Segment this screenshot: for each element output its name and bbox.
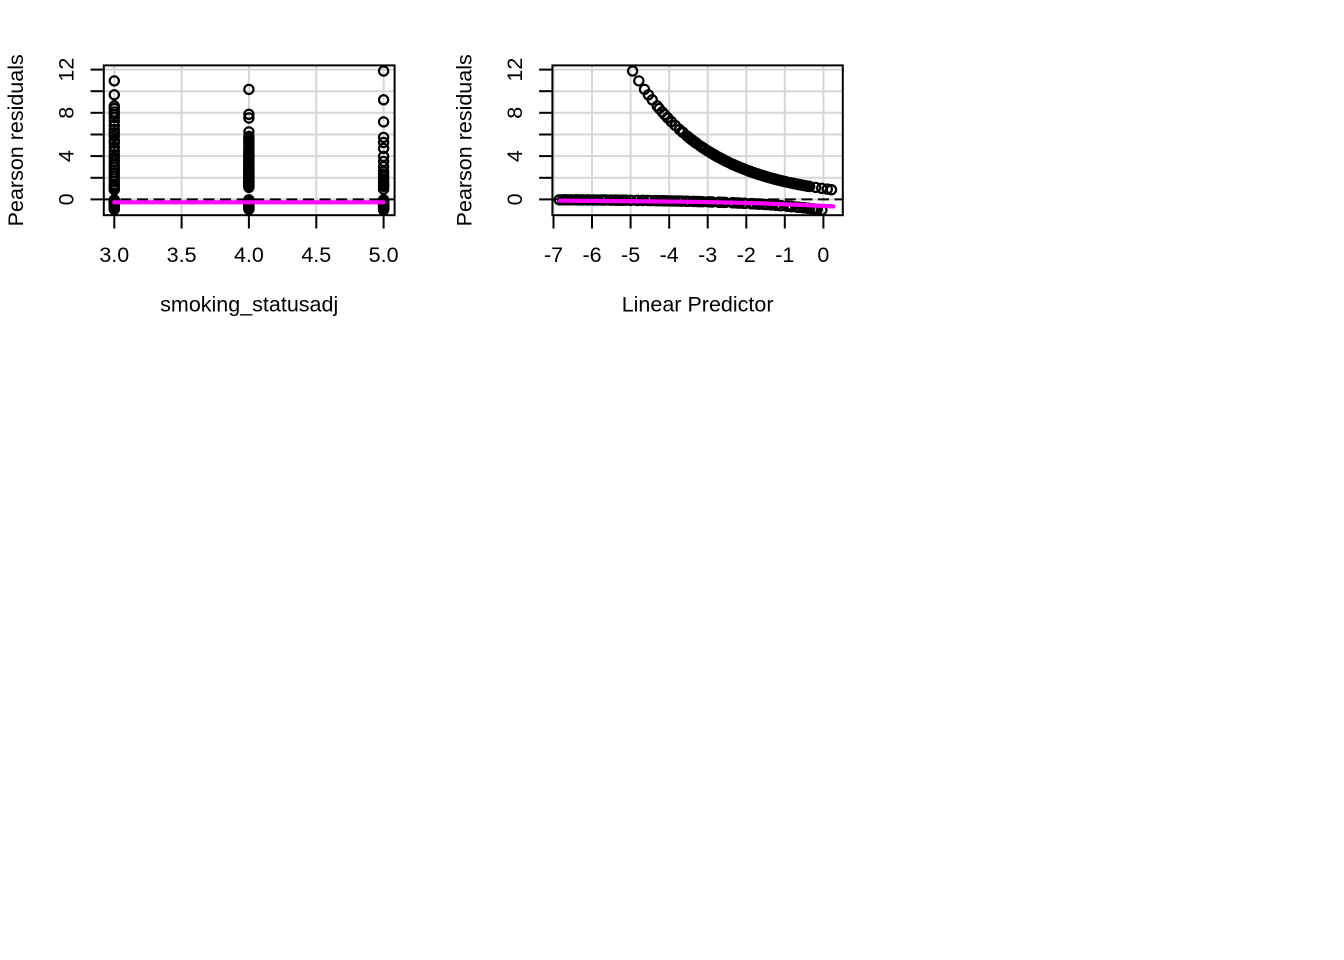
svg-text:Linear Predictor: Linear Predictor — [622, 293, 774, 317]
svg-text:4.0: 4.0 — [234, 243, 264, 267]
svg-text:8: 8 — [503, 107, 527, 119]
svg-text:4.5: 4.5 — [301, 243, 331, 267]
svg-text:Pearson residuals: Pearson residuals — [4, 54, 28, 226]
svg-text:-5: -5 — [621, 243, 640, 267]
svg-text:5.0: 5.0 — [369, 243, 399, 267]
svg-text:-6: -6 — [582, 243, 601, 267]
svg-text:-4: -4 — [660, 243, 679, 267]
svg-text:Pearson residuals: Pearson residuals — [452, 54, 476, 226]
svg-text:8: 8 — [55, 107, 79, 119]
svg-text:-7: -7 — [544, 243, 563, 267]
svg-text:4: 4 — [55, 150, 79, 162]
svg-text:-1: -1 — [775, 243, 794, 267]
svg-text:12: 12 — [55, 58, 79, 82]
svg-text:-3: -3 — [698, 243, 717, 267]
svg-text:-2: -2 — [737, 243, 756, 267]
svg-text:3.5: 3.5 — [167, 243, 197, 267]
svg-text:0: 0 — [817, 243, 829, 267]
svg-text:0: 0 — [503, 193, 527, 205]
svg-text:smoking_statusadj: smoking_statusadj — [160, 293, 338, 317]
svg-text:4: 4 — [503, 150, 527, 162]
svg-text:3.0: 3.0 — [99, 243, 129, 267]
svg-text:0: 0 — [55, 193, 79, 205]
svg-text:12: 12 — [503, 58, 527, 82]
